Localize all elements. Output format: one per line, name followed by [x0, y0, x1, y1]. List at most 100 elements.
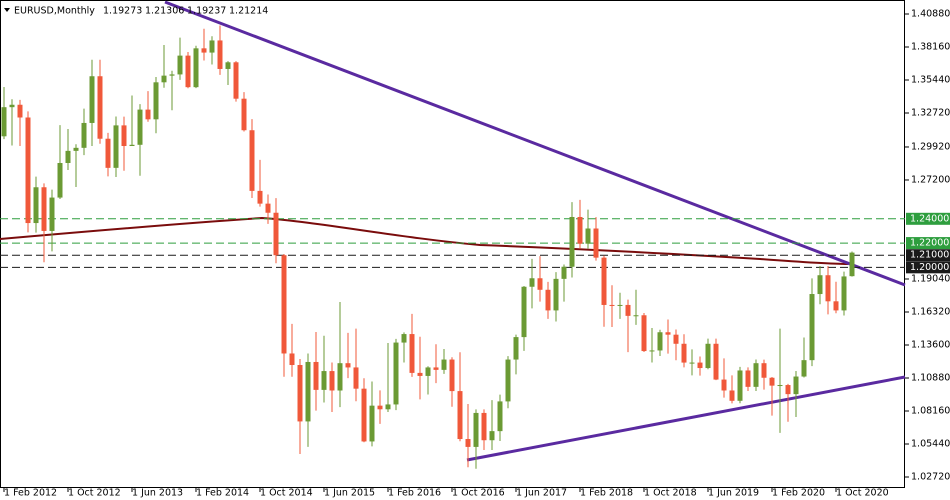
candle-body	[225, 62, 231, 69]
symbol-label: EURUSD,Monthly	[14, 6, 95, 17]
candle-body	[593, 228, 599, 258]
candle-body	[721, 379, 727, 391]
candle-body	[169, 74, 175, 76]
y-tick-label: 1.38160	[911, 42, 950, 53]
candle-body	[201, 48, 207, 53]
candle-body	[809, 294, 815, 361]
candle-body	[617, 304, 623, 306]
candle-body	[561, 266, 567, 279]
candle-body	[129, 144, 135, 147]
candle-body	[745, 370, 751, 387]
candle-body	[425, 367, 431, 376]
candle-body	[265, 203, 271, 213]
candle-body	[705, 343, 711, 369]
candle-body	[729, 390, 735, 401]
candle-body	[121, 125, 127, 147]
candle-body	[97, 76, 103, 139]
candle-body	[417, 372, 423, 376]
candle-body	[305, 361, 311, 422]
candle-body	[513, 337, 519, 360]
candle-body	[241, 98, 247, 131]
y-tick-label: 1.10880	[911, 372, 950, 383]
x-tick-label: 1 Jun 2013	[132, 488, 183, 499]
x-tick-label: 1 Feb 2018	[580, 488, 633, 499]
candle-body	[233, 62, 239, 99]
chart-layer	[0, 25, 905, 469]
candle-body	[185, 55, 191, 88]
candle-body	[433, 367, 439, 370]
candle-body	[489, 431, 495, 441]
candle-body	[665, 332, 671, 335]
candle-body	[841, 276, 847, 311]
candle-body	[753, 363, 759, 387]
x-tick-label: 1 Feb 2012	[4, 488, 57, 499]
y-tick-label: 1.13600	[911, 339, 950, 350]
candle-body	[849, 252, 855, 277]
candle-body	[769, 377, 775, 386]
candle-body	[1, 107, 7, 137]
candle-body	[337, 363, 343, 391]
candle-body	[105, 138, 111, 168]
x-tick-label: 1 Oct 2018	[644, 488, 697, 499]
candle-body	[641, 315, 647, 352]
y-tick-label: 1.32720	[911, 108, 950, 119]
candle-body	[585, 228, 591, 244]
candle-body	[385, 404, 391, 410]
candle-body	[297, 365, 303, 422]
x-tick-label: 1 Oct 2016	[452, 488, 505, 499]
candle-body	[177, 55, 183, 75]
candle-body	[785, 385, 791, 395]
level-label: 1.21000	[910, 250, 949, 261]
y-tick-label: 1.27200	[911, 174, 950, 185]
candle-body	[609, 304, 615, 306]
candle-body	[257, 190, 263, 204]
level-label-box	[906, 212, 950, 225]
candle-body	[633, 315, 639, 317]
candle-body	[9, 104, 15, 108]
candle-body	[553, 278, 559, 311]
candle-body	[689, 362, 695, 364]
candle-body	[649, 350, 655, 352]
y-tick-label: 1.19040	[911, 273, 950, 284]
candle-body	[737, 370, 743, 401]
ohlc-open: 1.19273	[103, 6, 142, 17]
candle-body	[33, 187, 39, 224]
candle-body	[657, 332, 663, 351]
level-label: 1.20000	[910, 262, 949, 273]
candle-body	[777, 385, 783, 387]
candle-body	[449, 359, 455, 392]
level-label: 1.24000	[910, 213, 949, 224]
candle-body	[249, 130, 255, 191]
candle-body	[209, 40, 215, 53]
candle-body	[825, 275, 831, 302]
candle-body	[497, 401, 503, 432]
x-tick-label: 1 Feb 2016	[388, 488, 441, 499]
candle-body	[625, 304, 631, 316]
x-tick-label: 1 Jun 2019	[708, 488, 759, 499]
candle-body	[481, 412, 487, 441]
candle-body	[57, 162, 63, 198]
candle-body	[49, 197, 55, 231]
candle-body	[377, 405, 383, 410]
candle-body	[313, 361, 319, 390]
x-tick-label: 1 Jun 2017	[516, 488, 567, 499]
candle-body	[505, 359, 511, 402]
candle-body	[329, 371, 335, 391]
candle-body	[601, 257, 607, 305]
y-tick-label: 1.08160	[911, 405, 950, 416]
candle-body	[817, 275, 823, 295]
candle-body	[473, 412, 479, 447]
candle-body	[73, 147, 79, 151]
candle-body	[89, 76, 95, 123]
x-tick-label: 1 Oct 2014	[260, 488, 313, 499]
candle-body	[673, 334, 679, 344]
candle-body	[81, 122, 87, 148]
x-tick-label: 1 Feb 2020	[772, 488, 825, 499]
candle-body	[441, 359, 447, 370]
plot-frame	[0, 0, 905, 488]
candle-body	[281, 255, 287, 354]
candle-body	[273, 212, 279, 256]
candle-body	[65, 150, 71, 163]
candle-body	[41, 187, 47, 231]
candle-body	[289, 353, 295, 366]
